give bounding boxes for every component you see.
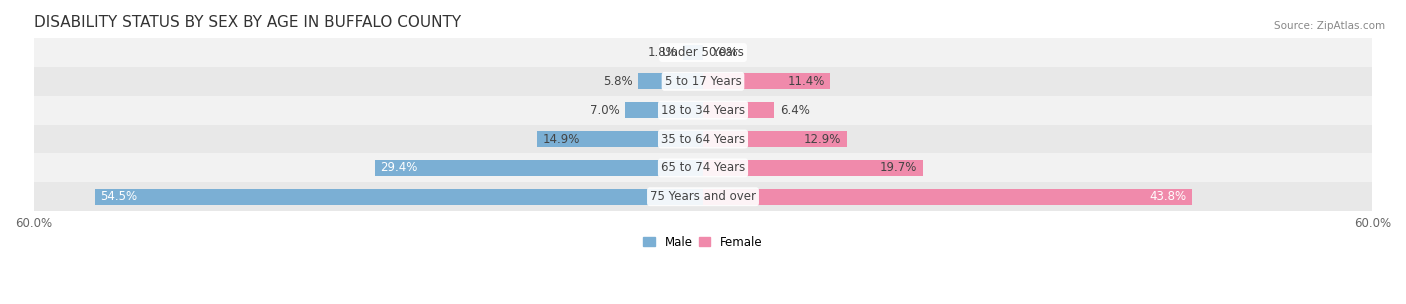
Text: 14.9%: 14.9% bbox=[543, 133, 579, 146]
Text: 6.4%: 6.4% bbox=[780, 104, 810, 117]
Bar bbox=[683, 45, 703, 60]
Text: 65 to 74 Years: 65 to 74 Years bbox=[661, 161, 745, 174]
Bar bbox=[34, 182, 1372, 211]
Text: 43.8%: 43.8% bbox=[1149, 190, 1187, 203]
Text: 11.4%: 11.4% bbox=[787, 75, 824, 88]
Bar bbox=[703, 74, 830, 89]
Legend: Male, Female: Male, Female bbox=[638, 231, 768, 254]
Bar bbox=[375, 160, 703, 176]
Text: 18 to 34 Years: 18 to 34 Years bbox=[661, 104, 745, 117]
Text: 54.5%: 54.5% bbox=[100, 190, 138, 203]
Text: 1.8%: 1.8% bbox=[648, 46, 678, 59]
Text: 19.7%: 19.7% bbox=[880, 161, 917, 174]
Text: Under 5 Years: Under 5 Years bbox=[662, 46, 744, 59]
Text: 12.9%: 12.9% bbox=[804, 133, 841, 146]
Text: DISABILITY STATUS BY SEX BY AGE IN BUFFALO COUNTY: DISABILITY STATUS BY SEX BY AGE IN BUFFA… bbox=[34, 15, 461, 30]
Text: 5 to 17 Years: 5 to 17 Years bbox=[665, 75, 741, 88]
Bar bbox=[34, 67, 1372, 96]
Bar bbox=[703, 102, 775, 118]
Bar bbox=[624, 102, 703, 118]
Text: 5.8%: 5.8% bbox=[603, 75, 633, 88]
Bar bbox=[703, 131, 846, 147]
Text: 0.0%: 0.0% bbox=[709, 46, 738, 59]
Bar bbox=[703, 160, 922, 176]
Bar bbox=[34, 125, 1372, 154]
Bar bbox=[703, 189, 1192, 205]
Bar bbox=[34, 96, 1372, 125]
Text: 75 Years and over: 75 Years and over bbox=[650, 190, 756, 203]
Text: Source: ZipAtlas.com: Source: ZipAtlas.com bbox=[1274, 21, 1385, 31]
Bar bbox=[638, 74, 703, 89]
Bar bbox=[96, 189, 703, 205]
Bar bbox=[34, 154, 1372, 182]
Text: 35 to 64 Years: 35 to 64 Years bbox=[661, 133, 745, 146]
Bar bbox=[537, 131, 703, 147]
Bar bbox=[34, 38, 1372, 67]
Text: 29.4%: 29.4% bbox=[381, 161, 418, 174]
Text: 7.0%: 7.0% bbox=[589, 104, 619, 117]
